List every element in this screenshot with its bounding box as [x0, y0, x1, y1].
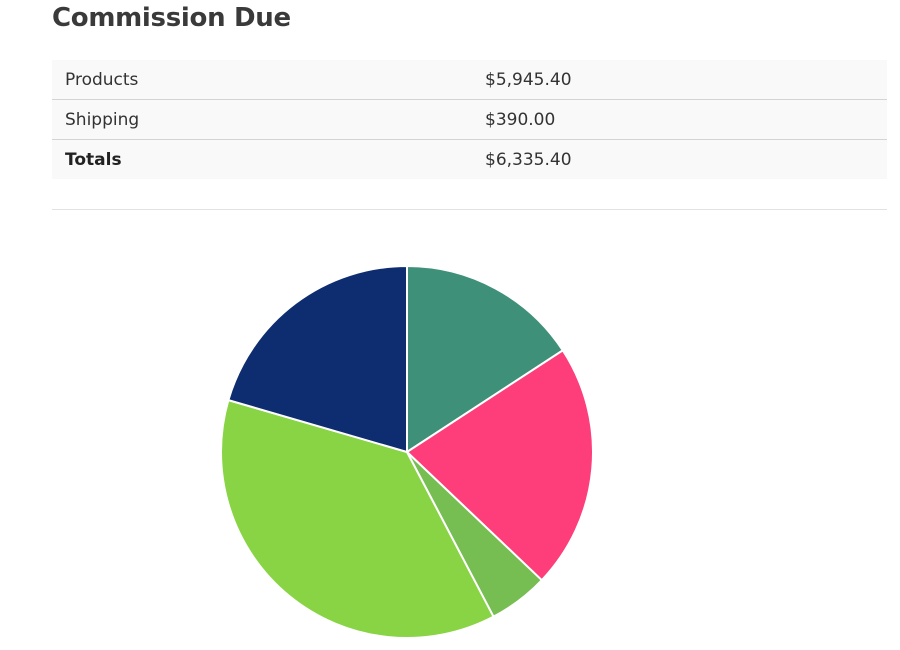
row-value-shipping: $390.00	[478, 99, 887, 140]
pie-slice-2[interactable]	[406, 349, 594, 582]
table-row: Products $5,945.40	[52, 60, 887, 100]
row-value-products: $5,945.40	[478, 60, 887, 100]
commission-summary-table: Products $5,945.40 Shipping $390.00 Tota…	[52, 60, 887, 179]
section-divider	[52, 209, 887, 210]
row-label-products: Products	[52, 60, 478, 100]
pie-slice-4[interactable]	[220, 399, 495, 639]
pie-slice-1[interactable]	[406, 265, 564, 453]
table-row: Shipping $390.00	[52, 99, 887, 140]
page-title: Commission Due	[52, 3, 291, 33]
row-value-totals: $6,335.40	[485, 149, 572, 170]
row-label-totals: Totals	[65, 149, 122, 170]
pie-slice-5[interactable]	[227, 265, 408, 453]
table-row-totals: Totals $6,335.40	[52, 140, 887, 180]
row-label-shipping: Shipping	[52, 99, 478, 140]
